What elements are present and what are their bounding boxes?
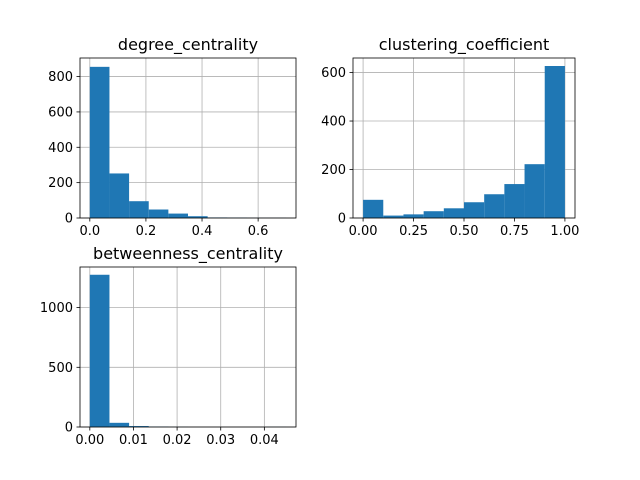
histogram-bar — [484, 194, 505, 218]
x-tick-label: 0.50 — [450, 224, 479, 239]
histogram-bar — [403, 214, 424, 218]
histogram-bar — [89, 66, 110, 218]
y-tick-label: 0 — [65, 212, 73, 227]
axes-frame — [79, 57, 297, 219]
x-tick-label: 0.4 — [192, 224, 213, 239]
subplot-title: betweenness_centrality — [93, 244, 283, 264]
y-tick-label: 400 — [48, 141, 73, 156]
histogram-bar — [129, 201, 149, 218]
y-tick-label: 1000 — [40, 301, 73, 316]
y-tick-label: 800 — [48, 70, 73, 85]
y-tick-label: 600 — [48, 105, 73, 120]
y-tick-label: 500 — [48, 361, 73, 376]
x-tick-label: 0.0 — [79, 224, 100, 239]
histogram-bar — [129, 426, 149, 427]
y-tick-label: 200 — [321, 163, 346, 178]
histogram-bar — [168, 213, 188, 218]
x-tick-label: 0.02 — [163, 433, 192, 448]
subplot-1: 0.00 0.25 0.50 0.75 1.00 0 200 400 600 clustering… — [321, 35, 579, 239]
x-tick-label: 0.75 — [500, 224, 529, 239]
histogram-bar — [464, 202, 485, 218]
histogram-bar — [363, 199, 384, 218]
x-tick-label: 0.03 — [206, 433, 235, 448]
y-tick-label: 200 — [48, 176, 73, 191]
histogram-bar — [443, 208, 464, 218]
y-tick-label: 400 — [321, 115, 346, 130]
histogram-bar — [383, 215, 404, 218]
histogram-bar — [423, 211, 444, 218]
histogram-bar — [544, 66, 565, 218]
subplot-title: clustering_coefficient — [379, 35, 550, 55]
histogram-bar — [89, 274, 110, 427]
x-tick-label: 0.00 — [349, 224, 378, 239]
x-tick-label: 0.00 — [75, 433, 104, 448]
x-tick-label: 0.6 — [248, 224, 269, 239]
x-tick-label: 1.00 — [550, 224, 579, 239]
histogram-bar — [504, 184, 525, 218]
subplot-2: 0.00 0.01 0.02 0.03 0.04 0 500 1000 betweenness_… — [40, 244, 297, 448]
histogram-bar — [148, 209, 169, 218]
histogram-bar — [188, 216, 208, 218]
subplot-0: 0.0 0.2 0.4 0.6 0 200 400 600 800 degree_centrali… — [48, 35, 297, 239]
x-tick-label: 0.04 — [250, 433, 279, 448]
histogram-bar — [524, 164, 545, 218]
x-tick-label: 0.01 — [119, 433, 148, 448]
axes-frame — [79, 266, 297, 428]
y-tick-label: 600 — [321, 66, 346, 81]
subplot-title: degree_centrality — [118, 35, 258, 55]
y-tick-label: 0 — [65, 421, 73, 436]
histogram-bar — [109, 173, 130, 218]
x-tick-label: 0.25 — [399, 224, 428, 239]
x-tick-label: 0.2 — [136, 224, 157, 239]
y-tick-label: 0 — [338, 212, 346, 227]
histogram-bar — [109, 422, 130, 427]
